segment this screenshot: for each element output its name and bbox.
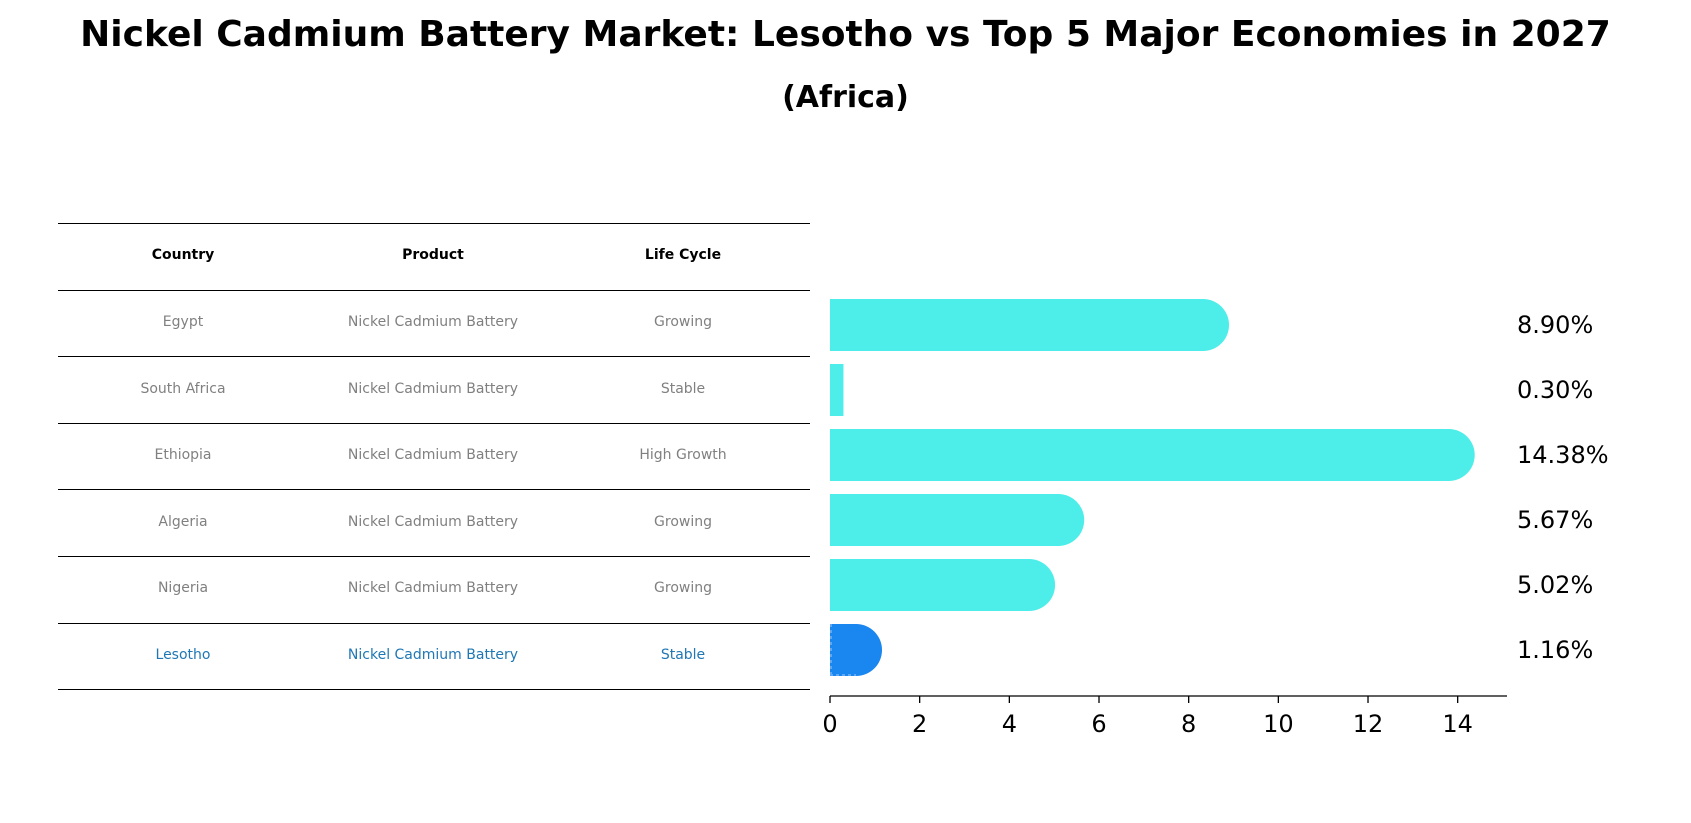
table-cell-product: Nickel Cadmium Battery <box>347 447 519 464</box>
table-cell-country: Egypt <box>162 313 204 330</box>
table-rule <box>58 223 810 224</box>
table-cell-life-cycle: High Growth <box>639 447 727 464</box>
table-cell-country: Nigeria <box>157 580 209 597</box>
table-rule <box>58 289 810 291</box>
table-cell-product: Nickel Cadmium Battery <box>347 513 519 530</box>
table-cell-life-cycle: Growing <box>654 313 712 330</box>
bar <box>830 494 1085 546</box>
bar-value-label: 0.30% <box>1517 376 1593 404</box>
bar-value-label: 14.38% <box>1517 441 1609 469</box>
table-cell-product: Nickel Cadmium Battery <box>347 646 519 663</box>
table-cell-country: Lesotho <box>155 646 211 663</box>
table-cell-life-cycle: Stable <box>660 380 706 397</box>
table-cell-product: Nickel Cadmium Battery <box>347 580 519 597</box>
bar-value-label: 8.90% <box>1517 311 1593 339</box>
table-cell-life-cycle: Growing <box>654 580 712 597</box>
table-rule <box>58 422 810 424</box>
table-rule <box>58 556 810 557</box>
bar-value-label: 1.16% <box>1517 636 1593 664</box>
table-cell-life-cycle: Growing <box>654 513 712 530</box>
table-rule <box>58 689 810 691</box>
table-cell-country: Algeria <box>158 513 208 530</box>
bar-value-label: 5.67% <box>1517 506 1593 534</box>
bar <box>830 429 1475 481</box>
x-tick-label: 2 <box>912 710 927 738</box>
table-rule <box>58 489 810 491</box>
x-tick-label: 6 <box>1091 710 1106 738</box>
table-header-cell: Product <box>402 247 464 264</box>
table-cell-product: Nickel Cadmium Battery <box>347 313 519 330</box>
table-cell-life-cycle: Stable <box>660 646 706 663</box>
table-cell-product: Nickel Cadmium Battery <box>347 380 519 397</box>
table-cell-country: Ethiopia <box>154 447 212 464</box>
table-rule <box>58 356 810 358</box>
x-tick-label: 12 <box>1353 710 1384 738</box>
x-tick-label: 10 <box>1263 710 1294 738</box>
x-tick-label: 0 <box>822 710 837 738</box>
x-tick-label: 8 <box>1181 710 1196 738</box>
x-tick-label: 14 <box>1442 710 1473 738</box>
chart-subtitle: (Africa) <box>782 80 909 115</box>
x-tick-label: 4 <box>1002 710 1017 738</box>
table-rule <box>58 622 810 624</box>
bar <box>830 299 1230 351</box>
table-header-cell: Life Cycle <box>644 247 722 264</box>
table-cell-country: South Africa <box>140 380 226 397</box>
bar <box>830 624 883 676</box>
bar-value-label: 5.02% <box>1517 571 1593 599</box>
bar <box>830 364 844 416</box>
bar <box>830 559 1056 611</box>
chart-title: Nickel Cadmium Battery Market: Lesotho v… <box>80 14 1611 55</box>
table-header-cell: Country <box>151 247 215 264</box>
